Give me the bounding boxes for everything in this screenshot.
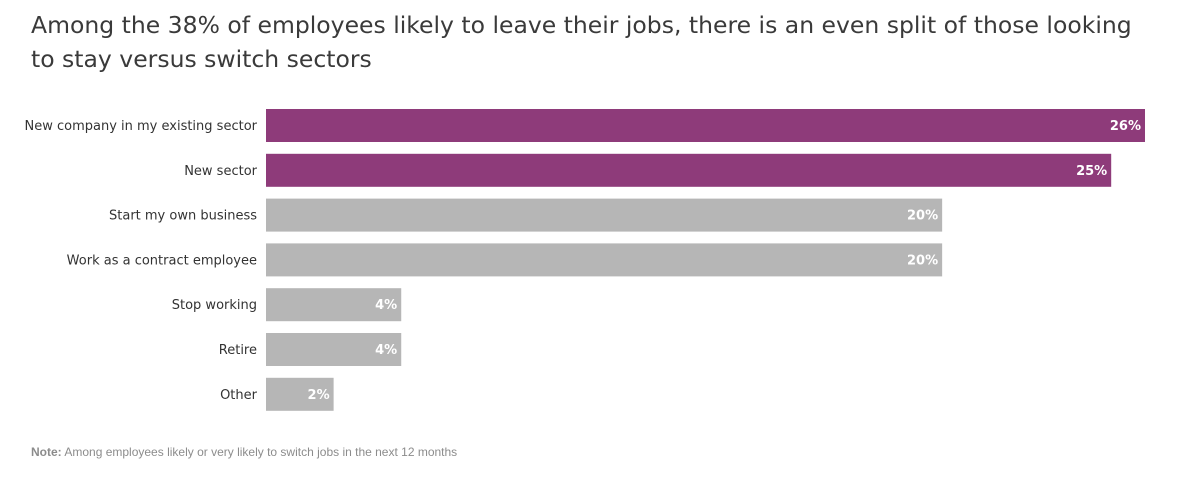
bar-row: Stop working 4% bbox=[172, 288, 402, 322]
bar-row: Other 2% bbox=[220, 377, 334, 411]
value-label: 4% bbox=[375, 343, 397, 358]
value-label: 2% bbox=[308, 388, 330, 403]
bar-row: Start my own business 20% bbox=[109, 198, 943, 232]
value-label: 20% bbox=[907, 253, 938, 268]
category-label: New sector bbox=[184, 164, 257, 179]
category-label: New company in my existing sector bbox=[24, 119, 257, 134]
category-label: Retire bbox=[219, 343, 257, 358]
bar-row: New company in my existing sector 26% bbox=[24, 109, 1145, 142]
value-label: 4% bbox=[375, 298, 397, 313]
bar bbox=[266, 153, 1112, 187]
bar bbox=[266, 288, 402, 322]
bar-row: Retire 4% bbox=[219, 333, 402, 366]
bar bbox=[266, 243, 943, 277]
category-label: Work as a contract employee bbox=[67, 253, 257, 268]
chart-note: Note: Among employees likely or very lik… bbox=[31, 445, 457, 459]
bar-row: New sector 25% bbox=[184, 153, 1112, 187]
value-label: 26% bbox=[1110, 119, 1141, 134]
chart-title: Among the 38% of employees likely to lea… bbox=[31, 11, 1132, 73]
note-prefix: Note: bbox=[31, 445, 62, 459]
bar bbox=[266, 109, 1145, 142]
category-label: Other bbox=[220, 388, 258, 403]
category-label: Stop working bbox=[172, 298, 257, 313]
value-label: 25% bbox=[1076, 164, 1107, 179]
bar bbox=[266, 198, 943, 232]
bar-row: Work as a contract employee 20% bbox=[67, 243, 943, 277]
category-label: Start my own business bbox=[109, 209, 257, 224]
bar bbox=[266, 333, 402, 366]
bar bbox=[266, 377, 334, 411]
value-label: 20% bbox=[907, 209, 938, 224]
note-text: Among employees likely or very likely to… bbox=[61, 445, 458, 459]
